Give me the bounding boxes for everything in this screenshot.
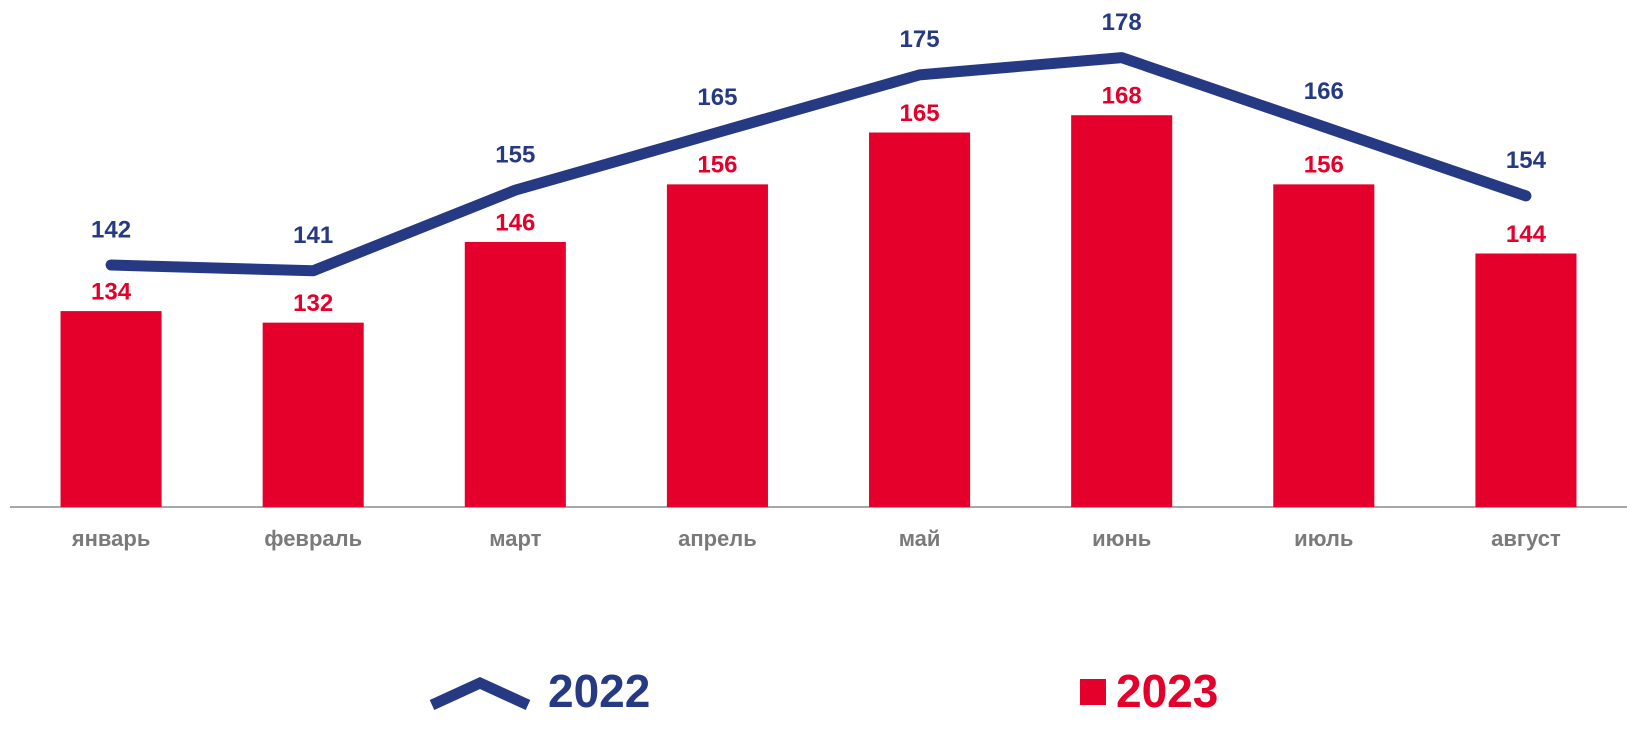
x-tick-label: февраль <box>264 526 362 551</box>
data-label: 168 <box>1102 83 1142 110</box>
x-tick-label: июль <box>1294 526 1353 551</box>
data-label: 165 <box>697 84 737 111</box>
data-label: 155 <box>495 141 535 168</box>
data-label: 156 <box>1304 152 1344 179</box>
data-label: 134 <box>91 278 132 305</box>
bar <box>1273 184 1375 507</box>
data-label: 132 <box>293 290 333 317</box>
bar <box>1071 115 1173 508</box>
line <box>105 52 1532 277</box>
x-tick-label: март <box>489 526 541 551</box>
bar <box>60 311 162 507</box>
bar <box>666 184 768 507</box>
data-label: 154 <box>1506 147 1547 174</box>
legend-icon <box>429 676 531 710</box>
data-label: 175 <box>900 26 940 53</box>
bar <box>262 322 364 507</box>
data-label: 178 <box>1102 9 1142 36</box>
data-label: 156 <box>697 152 737 179</box>
data-label: 166 <box>1304 78 1344 105</box>
legend-icon <box>1080 679 1106 705</box>
data-label: 141 <box>293 222 333 249</box>
x-tick-label: август <box>1491 526 1561 551</box>
data-label: 146 <box>495 209 535 236</box>
data-label: 142 <box>91 216 131 243</box>
legend-label: 2022 <box>548 665 650 717</box>
x-tick-label: май <box>899 526 941 551</box>
bar <box>1475 253 1577 507</box>
legend-label: 2023 <box>1116 665 1218 717</box>
data-label: 144 <box>1506 221 1547 248</box>
bar <box>464 241 566 507</box>
x-tick-label: январь <box>71 526 151 551</box>
x-tick-label: июнь <box>1092 526 1151 551</box>
data-label: 165 <box>900 100 940 127</box>
bar <box>869 132 971 508</box>
x-tick-label: апрель <box>678 526 757 551</box>
